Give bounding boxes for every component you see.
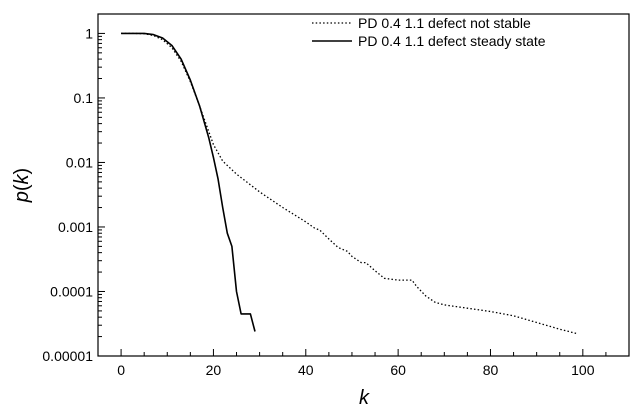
x-tick-label: 80 <box>483 362 499 378</box>
series-line-1 <box>121 32 579 335</box>
x-axis-label: k <box>359 387 370 409</box>
y-tick-label: 1 <box>85 25 93 41</box>
y-axis-label: p(k) <box>11 168 33 203</box>
y-tick-label: 0.00001 <box>42 348 93 364</box>
x-tick-label: 20 <box>206 362 222 378</box>
y-tick-label: 0.1 <box>74 90 94 106</box>
legend-label-1: PD 0.4 1.1 defect not stable <box>358 15 531 31</box>
series-layer <box>121 32 579 335</box>
x-tick-label: 40 <box>298 362 314 378</box>
x-tick-label: 0 <box>117 362 125 378</box>
y-tick-label: 0.001 <box>58 219 93 235</box>
x-axis: 0 20 40 60 80 100 <box>117 349 607 378</box>
legend-label-2: PD 0.4 1.1 defect steady state <box>358 33 546 49</box>
y-tick-label: 0.01 <box>66 154 93 170</box>
y-axis: 1 0.1 0.01 0.001 0.0001 0.00001 <box>42 13 105 364</box>
x-tick-label: 100 <box>571 362 595 378</box>
series-line-2 <box>121 32 256 332</box>
y-tick-label: 0.0001 <box>50 283 93 299</box>
legend: PD 0.4 1.1 defect not stable PD 0.4 1.1 d… <box>312 15 546 49</box>
x-tick-label: 60 <box>390 362 406 378</box>
plot-frame <box>97 13 630 357</box>
